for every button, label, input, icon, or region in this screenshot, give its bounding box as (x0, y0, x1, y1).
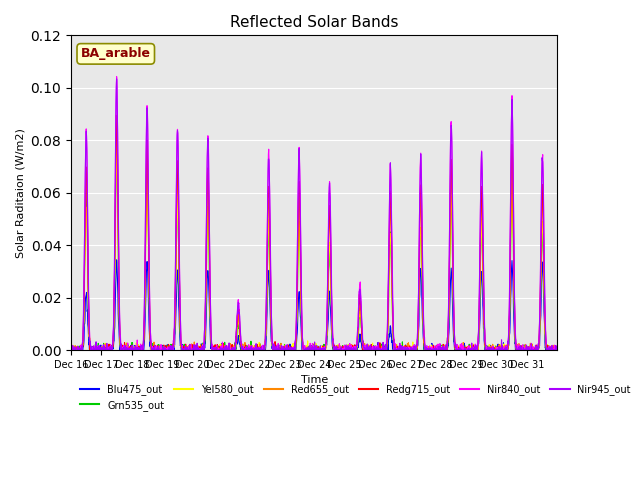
Grn535_out (301, 347, 309, 352)
Nir945_out (144, 127, 152, 133)
Red655_out (500, 347, 508, 353)
Grn535_out (143, 152, 151, 158)
Nir945_out (292, 324, 300, 329)
Nir840_out (554, 347, 561, 353)
Red655_out (67, 346, 75, 351)
Redg715_out (429, 347, 436, 353)
Redg715_out (554, 346, 561, 352)
Blu475_out (500, 347, 508, 353)
Yel580_out (67, 346, 75, 351)
Red655_out (301, 347, 309, 353)
Yel580_out (554, 347, 561, 353)
Red655_out (292, 326, 300, 332)
Line: Red655_out: Red655_out (71, 128, 557, 350)
Y-axis label: Solar Raditaion (W/m2): Solar Raditaion (W/m2) (15, 128, 25, 258)
Nir945_out (113, 76, 120, 82)
Yel580_out (429, 345, 436, 350)
Nir945_out (548, 347, 556, 353)
Grn535_out (554, 344, 561, 350)
Red655_out (113, 125, 120, 131)
Yel580_out (548, 347, 556, 353)
Grn535_out (292, 334, 300, 339)
Nir945_out (429, 347, 436, 353)
Yel580_out (301, 347, 309, 352)
Grn535_out (67, 347, 75, 353)
Redg715_out (301, 347, 309, 353)
Blu475_out (144, 268, 152, 274)
Red655_out (429, 347, 436, 353)
Redg715_out (292, 329, 300, 335)
Yel580_out (500, 341, 508, 347)
Title: Reflected Solar Bands: Reflected Solar Bands (230, 15, 399, 30)
Grn535_out (144, 179, 152, 184)
Redg715_out (144, 164, 152, 169)
Nir945_out (554, 343, 561, 348)
Blu475_out (292, 343, 300, 349)
Yel580_out (67, 347, 75, 353)
Red655_out (67, 347, 75, 353)
Nir840_out (292, 318, 300, 324)
Blu475_out (113, 257, 120, 263)
Blu475_out (67, 344, 75, 350)
Legend: Blu475_out, Grn535_out, Yel580_out, Red655_out, Redg715_out, Nir840_out, Nir945_: Blu475_out, Grn535_out, Yel580_out, Red6… (76, 380, 635, 415)
Nir840_out (301, 347, 309, 353)
Yel580_out (113, 147, 120, 153)
Redg715_out (500, 346, 508, 352)
Grn535_out (429, 347, 436, 352)
Red655_out (144, 181, 152, 187)
Redg715_out (68, 347, 76, 353)
Nir945_out (67, 347, 75, 353)
Grn535_out (548, 344, 556, 349)
Blu475_out (554, 344, 561, 350)
Nir840_out (67, 347, 75, 353)
Line: Blu475_out: Blu475_out (71, 260, 557, 350)
Nir840_out (548, 346, 556, 351)
Yel580_out (144, 199, 152, 204)
Blu475_out (68, 347, 76, 353)
Line: Grn535_out: Grn535_out (71, 155, 557, 350)
Blu475_out (548, 347, 556, 353)
Nir840_out (500, 347, 508, 353)
Blu475_out (301, 346, 309, 352)
Nir840_out (429, 347, 436, 353)
Line: Nir945_out: Nir945_out (71, 79, 557, 350)
Nir840_out (144, 121, 152, 127)
Red655_out (548, 347, 556, 353)
Nir840_out (113, 74, 120, 80)
Redg715_out (67, 347, 75, 352)
Redg715_out (548, 347, 556, 353)
Line: Redg715_out: Redg715_out (71, 115, 557, 350)
Text: BA_arable: BA_arable (81, 48, 151, 60)
Line: Nir840_out: Nir840_out (71, 77, 557, 350)
Redg715_out (113, 112, 120, 118)
X-axis label: Time: Time (301, 375, 328, 385)
Nir840_out (67, 346, 75, 352)
Yel580_out (292, 328, 300, 334)
Nir945_out (500, 347, 508, 352)
Line: Yel580_out: Yel580_out (71, 150, 557, 350)
Grn535_out (500, 347, 508, 353)
Nir945_out (301, 346, 309, 351)
Grn535_out (67, 346, 75, 352)
Red655_out (554, 346, 561, 351)
Nir945_out (67, 346, 75, 352)
Blu475_out (429, 347, 436, 353)
